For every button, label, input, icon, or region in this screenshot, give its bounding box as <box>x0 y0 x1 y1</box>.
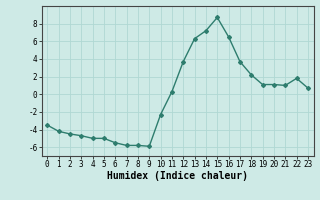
X-axis label: Humidex (Indice chaleur): Humidex (Indice chaleur) <box>107 171 248 181</box>
